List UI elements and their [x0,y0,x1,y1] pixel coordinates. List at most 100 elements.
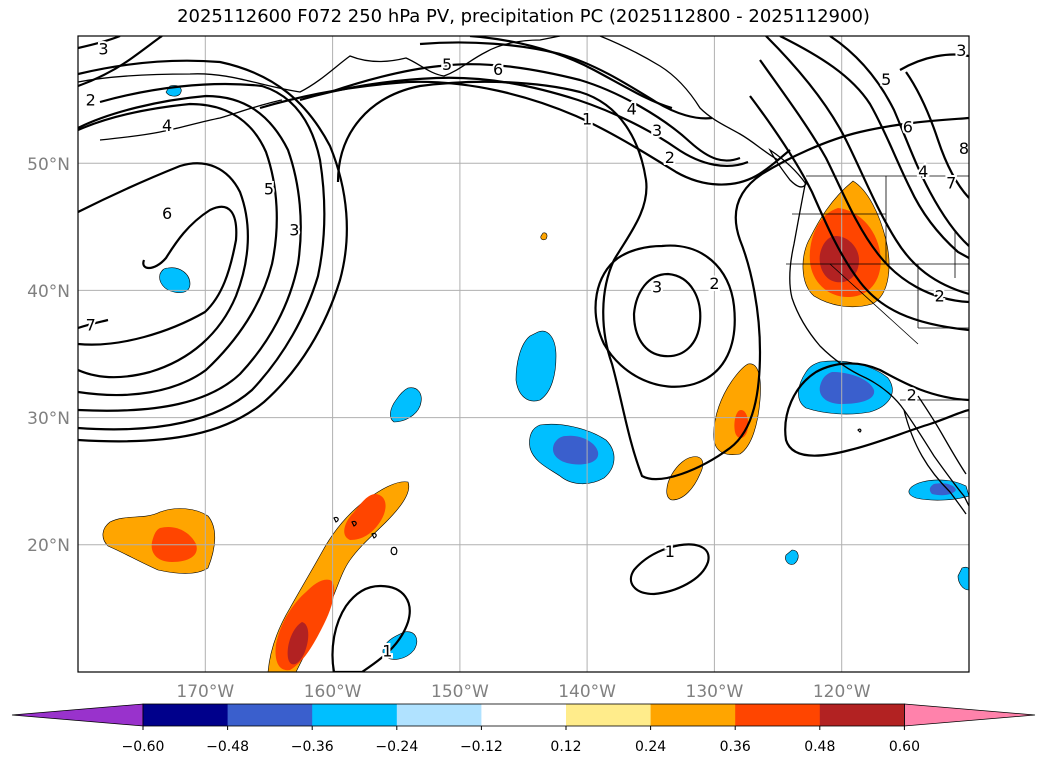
pv-contour-4-east [765,36,969,296]
pv-contour-5-north [419,41,713,120]
pv-contour-label-3: 5 [442,55,452,74]
pv-contour-label-12: 4 [918,162,928,181]
pv-contour-5-west [78,102,278,397]
pv-contour-label-0: 3 [98,40,108,59]
colorbar-label-9: 0.60 [889,739,920,755]
pv-contour-6-east [829,36,969,247]
pv-contour-2-nw-corner [78,36,163,88]
lat-lon-grid [78,36,969,672]
pv-contour-7-east [905,71,969,199]
pv-contour-3-east [759,59,969,304]
precip-pos-hawaii-band-core [344,494,386,540]
colorbar-box-4 [481,704,567,726]
colorbar-label-6: 0.24 [635,739,666,755]
precip-neg-small-124w [785,549,799,565]
pv-contour-6-north [469,36,673,110]
pv-contour-label-19: 3 [289,220,299,239]
island-hawaii-oahu [351,520,357,527]
precip-neg-edge-se [957,566,969,591]
pv-contour-6-west-a [78,205,238,346]
political-boundaries [786,175,969,401]
pv-contour-2-north [259,80,791,186]
border-nv-diagonal [829,263,919,345]
pv-contour-3-west [78,82,326,431]
lat-label-20n: 20°N [27,536,70,556]
precip-neg-142w [515,330,557,402]
island-hawaii-kauai [333,516,339,523]
pv-contour-2-east [749,95,969,332]
pv-contour-label-18: 6 [162,204,172,223]
pv-contour-2-central [594,244,736,388]
coastline-baja [903,409,967,515]
pv-contour-label-8: 2 [665,148,675,167]
lat-label-50n: 50°N [27,155,70,175]
pv-contour-5-east [779,36,969,259]
colorbar-box-1 [227,704,313,726]
precip-neg-sw-hawaii [382,631,417,660]
pv-contour-4-west [78,94,302,412]
island-hawaii-big [390,546,398,556]
pv-contour-3-nw-corner [78,36,121,50]
precip-neg-157w [390,387,422,423]
pv-contour-3-north [299,76,749,168]
pv-contour-label-15: 3 [956,41,966,60]
colorbar-extend-low [11,703,144,727]
coastline-vancouver-island [768,148,807,188]
colorbar-label-7: 0.36 [720,739,751,755]
colorbar-box-3 [396,704,482,726]
pv-contour-2-west [78,59,348,443]
colorbar-label-3: −0.24 [375,739,418,755]
longitude-labels: 170°W 160°W 150°W 140°W 130°W 120°W [176,682,870,702]
colorbar-label-4: −0.12 [460,739,503,755]
coastline-baja-gulf [917,395,967,475]
pv-contour-1-south-west [331,584,411,672]
pv-contour-label-16: 2 [907,386,917,405]
lon-label-170w: 170°W [176,682,234,702]
precip-negative-anomalies [159,85,969,660]
colorbar-label-1: −0.48 [206,739,249,755]
lat-label-30n: 30°N [27,409,70,429]
island-guadalupe [857,428,862,433]
pv-contour-label-20: 7 [86,316,96,335]
coastlines [78,36,969,515]
pv-contour-3-central [632,272,702,358]
pv-contour-label-4: 6 [493,60,503,79]
precip-pos-hawaii-band-max [287,622,309,665]
pv-contour-4-north [329,63,741,162]
pv-contour-label-13: 2 [935,286,945,305]
precip-pos-small-2 [540,232,548,241]
pv-contour-2-southeast [784,362,969,457]
pv-contour-label-5: 1 [582,110,592,129]
pv-contour-label-9: 5 [881,70,891,89]
lon-label-130w: 130°W [686,682,744,702]
colorbar-box-8 [819,704,905,726]
pv-contour-7-west [78,318,109,330]
colorbar-frame [142,703,905,727]
colorbar-box-6 [650,704,736,726]
pv-contours [78,36,969,672]
pv-contour-label-24: 1 [382,641,392,660]
islands [333,428,862,556]
island-hawaii-maui [371,532,377,539]
pv-contour-label-6: 4 [627,100,637,119]
colorbar-box-2 [312,704,398,726]
precip-pos-west-coast-max [819,236,860,283]
colorbar-label-2: −0.36 [291,739,334,755]
lon-label-120w: 120°W [813,682,871,702]
coastline-alaska [78,36,561,93]
lon-label-160w: 160°W [304,682,362,702]
pv-contour-1-central [336,80,969,481]
pv-contour-label-17: 5 [264,180,274,199]
colorbar-extend-high [904,703,1036,727]
chart-title: 2025112600 F072 250 hPa PV, precipitatio… [177,6,870,27]
lon-label-140w: 140°W [558,682,616,702]
colorbar-box-5 [566,704,652,726]
latitude-labels: 20°N 30°N 40°N 50°N [27,155,70,556]
colorbar [11,703,1036,727]
pv-contour-label-21: 3 [652,278,662,297]
map-frame [77,35,970,673]
lon-label-150w: 150°W [431,682,489,702]
pv-contour-8-east [899,53,969,71]
